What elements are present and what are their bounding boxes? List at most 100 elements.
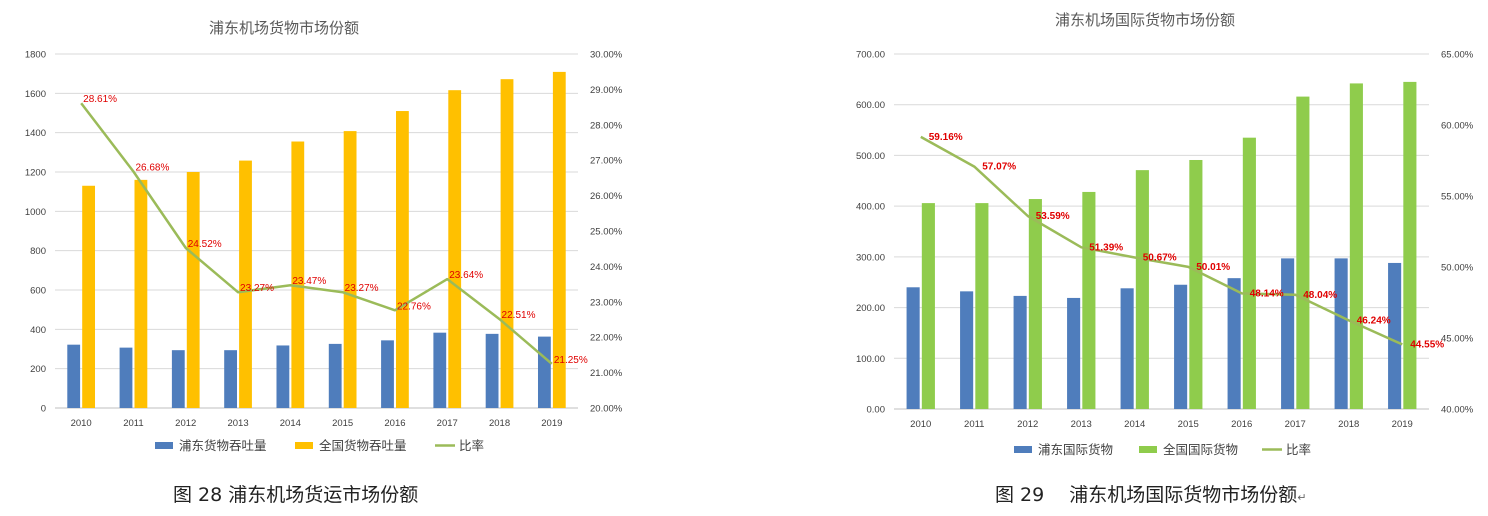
- category-tick-label: 2014: [280, 418, 301, 429]
- bar-national: [1189, 159, 1203, 409]
- bar-pudong: [328, 343, 342, 408]
- ratio-data-label: 21.25%: [554, 355, 588, 366]
- left-axis-tick-label: 500.00: [856, 151, 885, 162]
- left-axis-tick-label: 200.00: [856, 303, 885, 314]
- legend-swatch: [295, 442, 313, 449]
- right-axis-tick-label: 24.00%: [590, 262, 623, 273]
- left-axis-tick-label: 300.00: [856, 252, 885, 263]
- right-axis-tick-label: 45.00%: [1441, 334, 1474, 345]
- category-tick-label: 2019: [541, 418, 562, 429]
- left-axis-tick-label: 1400: [25, 128, 46, 139]
- ratio-data-label: 26.68%: [135, 163, 169, 174]
- chart-panel-left: 浦东机场货物市场份额 0 200 400 600 800 1000 1200 1400 1600 1…: [25, 19, 623, 506]
- bar-national: [1403, 81, 1417, 410]
- category-tick-label: 2015: [332, 418, 353, 429]
- left-axis-tick-label: 600.00: [856, 100, 885, 111]
- right-axis-tick-label: 22.00%: [590, 333, 623, 344]
- legend-label: 全国国际货物: [1163, 442, 1238, 457]
- return-mark-icon: ↵: [1297, 491, 1307, 504]
- bar-pudong: [906, 287, 920, 409]
- bar-pudong: [433, 332, 447, 408]
- ratio-data-label: 57.07%: [982, 162, 1016, 173]
- bar-national: [239, 160, 252, 408]
- ratio-data-label: 46.24%: [1357, 315, 1391, 326]
- legend-label: 浦东国际货物: [1038, 442, 1113, 457]
- cargo-share-chart: 浦东机场货物市场份额 0 200 400 600 800 1000 1200 1400 1600 1…: [25, 19, 623, 453]
- bar-pudong: [1120, 288, 1134, 409]
- category-tick-label: 2017: [437, 418, 458, 429]
- legend-swatch: [1139, 446, 1157, 453]
- category-tick-label: 2018: [489, 418, 510, 429]
- category-tick-label: 2016: [1231, 419, 1252, 430]
- left-axis-tick-label: 400.00: [856, 202, 885, 213]
- right-axis-tick-label: 27.00%: [590, 156, 623, 167]
- ratio-data-label: 59.16%: [929, 132, 963, 143]
- bar-pudong: [1174, 284, 1188, 409]
- legend-label: 比率: [459, 438, 484, 453]
- left-axis-tick-label: 700.00: [856, 50, 885, 61]
- bar-national: [1296, 96, 1310, 409]
- right-axis-tick-label: 20.00%: [590, 404, 623, 415]
- category-tick-label: 2013: [227, 418, 248, 429]
- bar-national: [975, 203, 989, 409]
- bar-pudong: [1388, 262, 1402, 409]
- category-tick-label: 2013: [1071, 419, 1092, 430]
- bar-pudong: [537, 336, 551, 408]
- bar-pudong: [276, 345, 290, 408]
- right-axis-tick-label: 60.00%: [1441, 121, 1474, 132]
- bar-pudong: [1227, 278, 1241, 409]
- category-tick-label: 2016: [384, 418, 405, 429]
- ratio-data-label: 28.61%: [83, 94, 117, 105]
- ratio-data-label: 50.01%: [1196, 262, 1230, 273]
- figure-caption-29: 图 29 浦东机场国际货物市场份额↵: [995, 480, 1306, 507]
- ratio-data-label: 48.04%: [1303, 290, 1337, 301]
- category-tick-label: 2011: [123, 418, 143, 429]
- ratio-data-label: 23.27%: [345, 283, 379, 294]
- right-axis-tick-label: 23.00%: [590, 297, 623, 308]
- right-axis-tick-label: 28.00%: [590, 120, 623, 131]
- legend-label: 全国货物吞吐量: [319, 438, 407, 453]
- left-axis-tick-label: 1200: [25, 168, 46, 179]
- ratio-data-label: 53.59%: [1036, 211, 1070, 222]
- left-axis-tick-label: 100.00: [856, 354, 885, 365]
- ratio-data-label: 24.52%: [188, 239, 222, 250]
- bar-national: [1242, 137, 1256, 409]
- bar-national: [134, 179, 148, 408]
- bar-national: [291, 141, 305, 408]
- bar-national: [1135, 170, 1149, 409]
- bar-pudong: [171, 350, 185, 408]
- bar-pudong: [119, 347, 133, 408]
- right-axis-tick-label: 25.00%: [590, 227, 623, 238]
- bar-pudong: [960, 291, 974, 409]
- chart-panel-right: 浦东机场国际货物市场份额 0.00 100.00 200.00 300.00 400.00…: [744, 0, 1488, 516]
- bar-pudong: [1334, 258, 1348, 409]
- bar-national: [1028, 199, 1042, 409]
- bar-national: [186, 172, 200, 408]
- right-axis-tick-label: 29.00%: [590, 85, 623, 96]
- ratio-data-label: 51.39%: [1089, 242, 1123, 253]
- ratio-line: [80, 102, 553, 365]
- right-axis-tick-label: 40.00%: [1441, 405, 1474, 416]
- bar-national: [448, 90, 462, 408]
- category-tick-label: 2012: [175, 418, 196, 429]
- chart-title: 浦东机场货物市场份额: [209, 19, 359, 37]
- left-axis-tick-label: 400: [30, 325, 46, 336]
- bar-national: [343, 131, 357, 409]
- bar-pudong: [67, 344, 81, 408]
- bar-national: [1349, 83, 1363, 410]
- left-axis-tick-label: 0.00: [867, 405, 886, 416]
- bar-pudong: [485, 333, 499, 408]
- bar-national: [552, 71, 566, 408]
- ratio-data-label: 44.55%: [1410, 339, 1444, 350]
- ratio-data-label: 23.64%: [449, 270, 483, 281]
- ratio-data-label: 22.76%: [397, 301, 431, 312]
- left-axis-tick-label: 200: [30, 364, 46, 375]
- right-axis-tick-label: 26.00%: [590, 191, 623, 202]
- category-tick-label: 2019: [1392, 419, 1413, 430]
- category-tick-label: 2018: [1338, 419, 1359, 430]
- bar-national: [500, 79, 514, 408]
- category-tick-label: 2015: [1178, 419, 1199, 430]
- legend-swatch: [1014, 446, 1032, 453]
- legend-label: 浦东货物吞吐量: [179, 438, 267, 453]
- bar-pudong: [1013, 295, 1027, 409]
